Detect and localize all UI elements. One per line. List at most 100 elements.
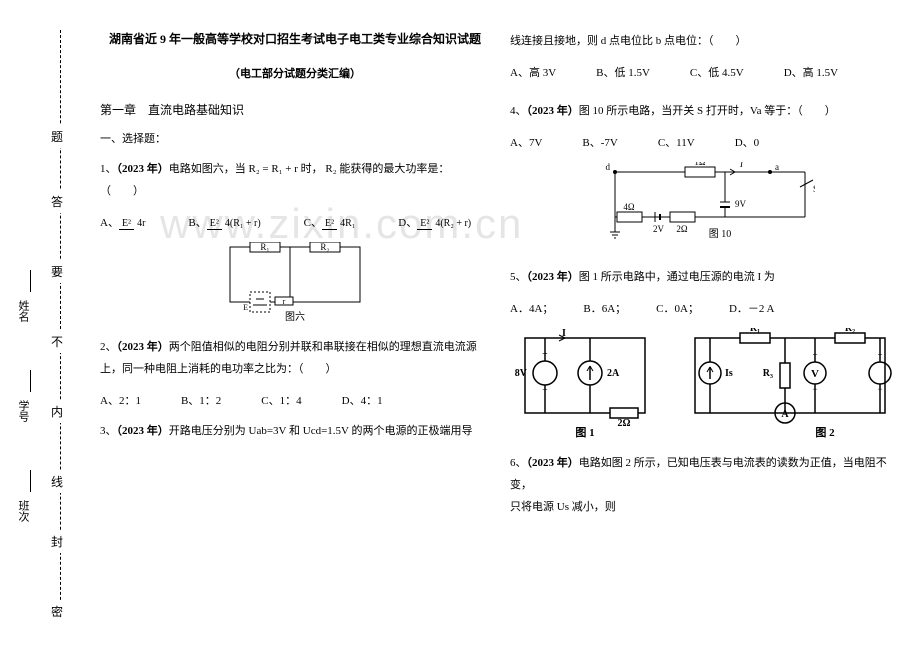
q4-opt-a: A、7V xyxy=(510,134,542,150)
q4-year: （2023 年） xyxy=(527,105,579,117)
svg-text:2Ω: 2Ω xyxy=(676,224,688,234)
side-char-bu: 不 xyxy=(51,330,63,353)
q1-year: （2023 年） xyxy=(117,163,169,175)
figures-1-2: + − 8V 2A 2Ω I 图 1 xyxy=(510,328,900,438)
circuit-fig2-icon: Is R₁ R₃ V + − R₂ A + − xyxy=(685,328,895,438)
svg-text:R₁: R₁ xyxy=(260,242,269,252)
q5-body: 图 1 所示电路中，通过电压源的电流 I 为 xyxy=(579,271,775,283)
q6-num: 6、 xyxy=(510,457,527,469)
q5-opt-c: C．0A； xyxy=(656,300,699,316)
svg-text:4Ω: 4Ω xyxy=(623,202,635,212)
side-fill-line xyxy=(30,470,31,492)
q1-opt-c: C、E²4R₁ xyxy=(304,214,359,230)
q5-opt-d: D．－2 A xyxy=(729,300,775,316)
side-fill-line xyxy=(30,370,31,392)
svg-text:V: V xyxy=(811,368,819,380)
side-char-mi: 密 xyxy=(51,600,63,623)
q3-continuation: 线连接且接地，则 d 点电位比 b 点电位：（ ） xyxy=(510,30,900,52)
q1-num: 1、 xyxy=(100,163,117,175)
q2-body: 两个阻值相似的电阻分别并联和串联接在相似的理想直流电流源 xyxy=(169,341,477,353)
right-column: 线连接且接地，则 d 点电位比 b 点电位：（ ） A、高 3V B、低 1.5… xyxy=(500,30,910,630)
q2-opt-c: C、1：4 xyxy=(261,392,301,408)
figure-10: 1Ω d a I S 9V 4Ω xyxy=(510,162,900,252)
figure-6: R₁ R₂ E r 图六 xyxy=(100,242,490,322)
q4-options: A、7V B、-7V C、11V D、0 xyxy=(510,134,900,150)
q3-opt-d: D、高 1.5V xyxy=(784,64,838,80)
svg-text:9V: 9V xyxy=(735,199,747,209)
svg-text:R₁: R₁ xyxy=(750,328,760,334)
q2-opt-b: B、1：2 xyxy=(181,392,221,408)
question-2: 2、（2023 年）两个阻值相似的电阻分别并联和串联接在相似的理想直流电流源 上… xyxy=(100,336,490,380)
q3-opt-a: A、高 3V xyxy=(510,64,556,80)
side-char-xian: 线 xyxy=(51,470,63,493)
q3-options: A、高 3V B、低 1.5V C、低 4.5V D、高 1.5V xyxy=(510,64,900,80)
question-6: 6、（2023 年）电路如图 2 所示，已知电压表与电流表的读数为正值，当电阻不… xyxy=(510,452,900,518)
q1-opt-d: D、E²4(R₂ + r) xyxy=(398,214,474,230)
left-label-banji: 班次 xyxy=(15,500,31,522)
svg-text:2V: 2V xyxy=(653,224,665,234)
svg-text:R₃: R₃ xyxy=(763,368,773,379)
side-fill-line xyxy=(30,270,31,292)
svg-text:2Ω: 2Ω xyxy=(617,418,630,429)
svg-text:8V: 8V xyxy=(515,368,528,379)
q3-opt-b: B、低 1.5V xyxy=(596,64,650,80)
svg-text:d: d xyxy=(606,162,611,172)
binding-margin: 密 封 线 内 不 要 答 题 班次 学号 姓名 xyxy=(0,0,80,650)
q6-year: （2023 年） xyxy=(527,457,579,469)
left-label-xuehao: 学号 xyxy=(15,400,31,422)
svg-text:1Ω: 1Ω xyxy=(694,162,706,167)
q1-options: A、E²4r B、E²4(R₁ + r) C、E²4R₁ D、E²4(R₂ + … xyxy=(100,214,490,230)
q5-num: 5、 xyxy=(510,271,527,283)
svg-text:r: r xyxy=(283,297,286,306)
q5-opt-b: B．6A； xyxy=(583,300,626,316)
question-1: 1、（2023 年）电路如图六，当 R₂ = R₁ + r 时， R₂ 能获得的… xyxy=(100,158,490,202)
left-label-xingming: 姓名 xyxy=(15,300,31,322)
q1-blank: （ ） xyxy=(100,180,490,202)
q1-opt-b: B、E²4(R₁ + r) xyxy=(188,214,263,230)
q5-options: A．4A； B．6A； C．0A； D．－2 A xyxy=(510,300,900,316)
side-char-feng: 封 xyxy=(51,530,63,553)
q3-opt-c: C、低 4.5V xyxy=(690,64,744,80)
svg-text:I: I xyxy=(739,162,744,169)
q2-opt-d: D、4：1 xyxy=(342,392,383,408)
svg-text:图 10: 图 10 xyxy=(709,228,732,240)
svg-text:2A: 2A xyxy=(607,368,620,379)
side-char-nei: 内 xyxy=(51,400,63,423)
q4-opt-c: C、11V xyxy=(658,134,695,150)
q4-num: 4、 xyxy=(510,105,527,117)
svg-text:a: a xyxy=(775,162,779,172)
q4-opt-d: D、0 xyxy=(735,134,759,150)
circuit-fig6-icon: R₁ R₂ E r 图六 xyxy=(220,242,370,322)
q4-body: 图 10 所示电路，当开关 S 打开时，Va 等于：（ ） xyxy=(579,105,836,117)
q3-year: （2023 年） xyxy=(117,425,169,437)
q2-options: A、2：1 B、1：2 C、1：4 D、4：1 xyxy=(100,392,490,408)
side-char-ti: 题 xyxy=(51,125,63,148)
q2-body2: 上，同一种电阻上消耗的电功率之比为：（ ） xyxy=(100,358,490,380)
circuit-fig10-icon: 1Ω d a I S 9V 4Ω xyxy=(575,162,815,252)
question-5: 5、（2023 年）图 1 所示电路中，通过电压源的电流 I 为 xyxy=(510,266,900,288)
q2-opt-a: A、2：1 xyxy=(100,392,141,408)
exam-title: 湖南省近 9 年一般高等学校对口招生考试电子电工类专业综合知识试题 xyxy=(100,30,490,47)
q6-body2: 只将电源 Us 减小，则 xyxy=(510,496,900,518)
question-3: 3、（2023 年）开路电压分别为 Uab=3V 和 Ucd=1.5V 的两个电… xyxy=(100,420,490,442)
svg-text:E: E xyxy=(243,303,248,312)
svg-text:图 2: 图 2 xyxy=(815,426,835,438)
svg-text:图 1: 图 1 xyxy=(575,426,594,438)
svg-text:S: S xyxy=(813,184,815,194)
left-column: 湖南省近 9 年一般高等学校对口招生考试电子电工类专业综合知识试题 （电工部分试… xyxy=(90,30,500,630)
exam-subtitle: （电工部分试题分类汇编） xyxy=(100,65,490,81)
side-char-da: 答 xyxy=(51,190,63,213)
q5-opt-a: A．4A； xyxy=(510,300,553,316)
q3-num: 3、 xyxy=(100,425,117,437)
q2-year: （2023 年） xyxy=(117,341,169,353)
q1-body: 电路如图六，当 R₂ = R₁ + r 时， R₂ 能获得的最大功率是： xyxy=(169,163,450,175)
q5-year: （2023 年） xyxy=(527,271,579,283)
svg-text:Is: Is xyxy=(725,368,733,379)
svg-text:A: A xyxy=(781,409,789,420)
svg-text:R₂: R₂ xyxy=(845,328,855,334)
question-4: 4、（2023 年）图 10 所示电路，当开关 S 打开时，Va 等于：（ ） xyxy=(510,100,900,122)
q1-opt-a: A、E²4r xyxy=(100,214,148,230)
q4-opt-b: B、-7V xyxy=(582,134,617,150)
section-heading: 一、选择题： xyxy=(100,130,490,146)
content-area: 湖南省近 9 年一般高等学校对口招生考试电子电工类专业综合知识试题 （电工部分试… xyxy=(90,30,910,630)
